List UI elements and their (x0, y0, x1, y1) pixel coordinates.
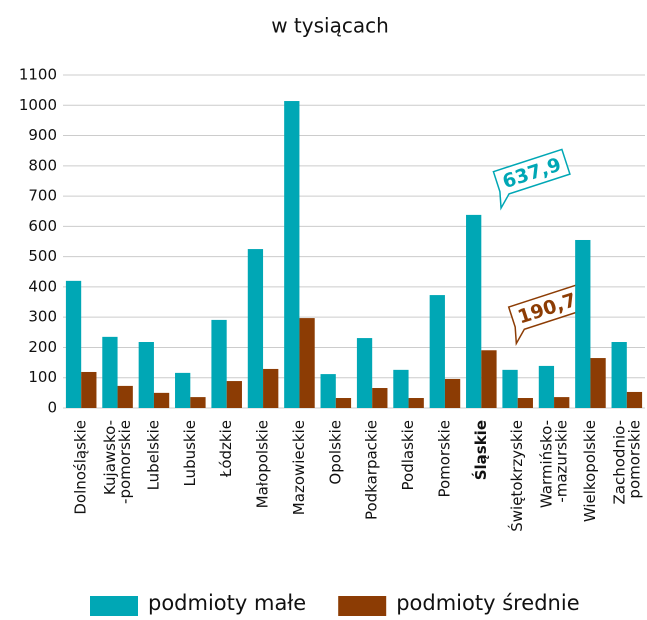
x-tick-label: Łódzkie (217, 420, 235, 478)
y-tick-label: 300 (28, 308, 57, 326)
bar (356, 338, 373, 408)
x-tick-label: Małopolskie (254, 420, 272, 508)
y-tick-label: 500 (28, 247, 57, 265)
bar (102, 336, 118, 408)
x-tick-label: Lubuskie (181, 420, 199, 487)
bar (117, 385, 133, 408)
bar (611, 342, 627, 408)
callout-box (492, 148, 571, 211)
y-tick-label: 200 (28, 338, 57, 356)
x-tick-label: Pomorskie (435, 420, 453, 498)
bar (393, 369, 409, 408)
y-tick-label: 1000 (19, 96, 57, 114)
x-tick-label: Zachodnio-pomorskie (610, 420, 643, 504)
bar (299, 318, 315, 408)
y-tick-label: 400 (28, 277, 57, 295)
bar (502, 369, 518, 408)
legend-swatch (338, 596, 387, 618)
bar (153, 392, 170, 408)
bar (626, 391, 643, 408)
y-tick-label: 900 (28, 126, 57, 144)
y-tick-label: 700 (28, 187, 57, 205)
bar (284, 101, 300, 408)
bar (466, 214, 482, 408)
bar (211, 319, 227, 408)
x-tick-label: Wielkopolskie (581, 420, 599, 522)
bar (247, 249, 264, 408)
bar (517, 398, 533, 408)
bar (538, 365, 555, 408)
x-tick-label: Opolskie (326, 420, 344, 485)
y-tick-label: 600 (28, 217, 57, 235)
bar (320, 374, 336, 408)
chart-title: w tysiącach (271, 14, 389, 38)
bar (81, 371, 97, 408)
bar (372, 388, 388, 408)
bar (226, 381, 242, 408)
bar (263, 368, 279, 408)
bar (429, 295, 445, 408)
x-tick-label: Śląskie (471, 420, 490, 480)
y-tick-label: 100 (28, 368, 57, 386)
bar (554, 397, 570, 408)
y-tick-label: 0 (47, 399, 57, 417)
x-tick-label: Podlaskie (399, 420, 417, 490)
bar (65, 280, 82, 408)
x-tick-label: Podkarpackie (363, 420, 381, 520)
x-tick-label: Mazowieckie (290, 420, 308, 515)
bar (590, 358, 606, 408)
bar (575, 239, 591, 408)
legend-label: podmioty średnie (396, 591, 579, 615)
y-tick-label: 800 (28, 156, 57, 174)
legend-label: podmioty małe (148, 591, 306, 615)
bar (481, 350, 497, 408)
x-tick-label: Lubelskie (144, 420, 162, 490)
y-tick-label: 1100 (19, 66, 57, 84)
x-tick-label: Warmińsko--mazurskie (537, 420, 570, 508)
bar (190, 397, 206, 408)
bar (444, 378, 461, 408)
x-tick-label: Świętokrzyskie (507, 420, 526, 532)
legend-swatch (90, 596, 138, 618)
x-tick-label: Dolnośląskie (72, 420, 90, 515)
callout: 637,9 (492, 148, 571, 211)
bar (175, 372, 191, 408)
bar (335, 398, 352, 408)
x-tick-label: Kujawsko--pomorskie (101, 420, 134, 504)
bar (138, 342, 154, 408)
bar (408, 398, 424, 408)
